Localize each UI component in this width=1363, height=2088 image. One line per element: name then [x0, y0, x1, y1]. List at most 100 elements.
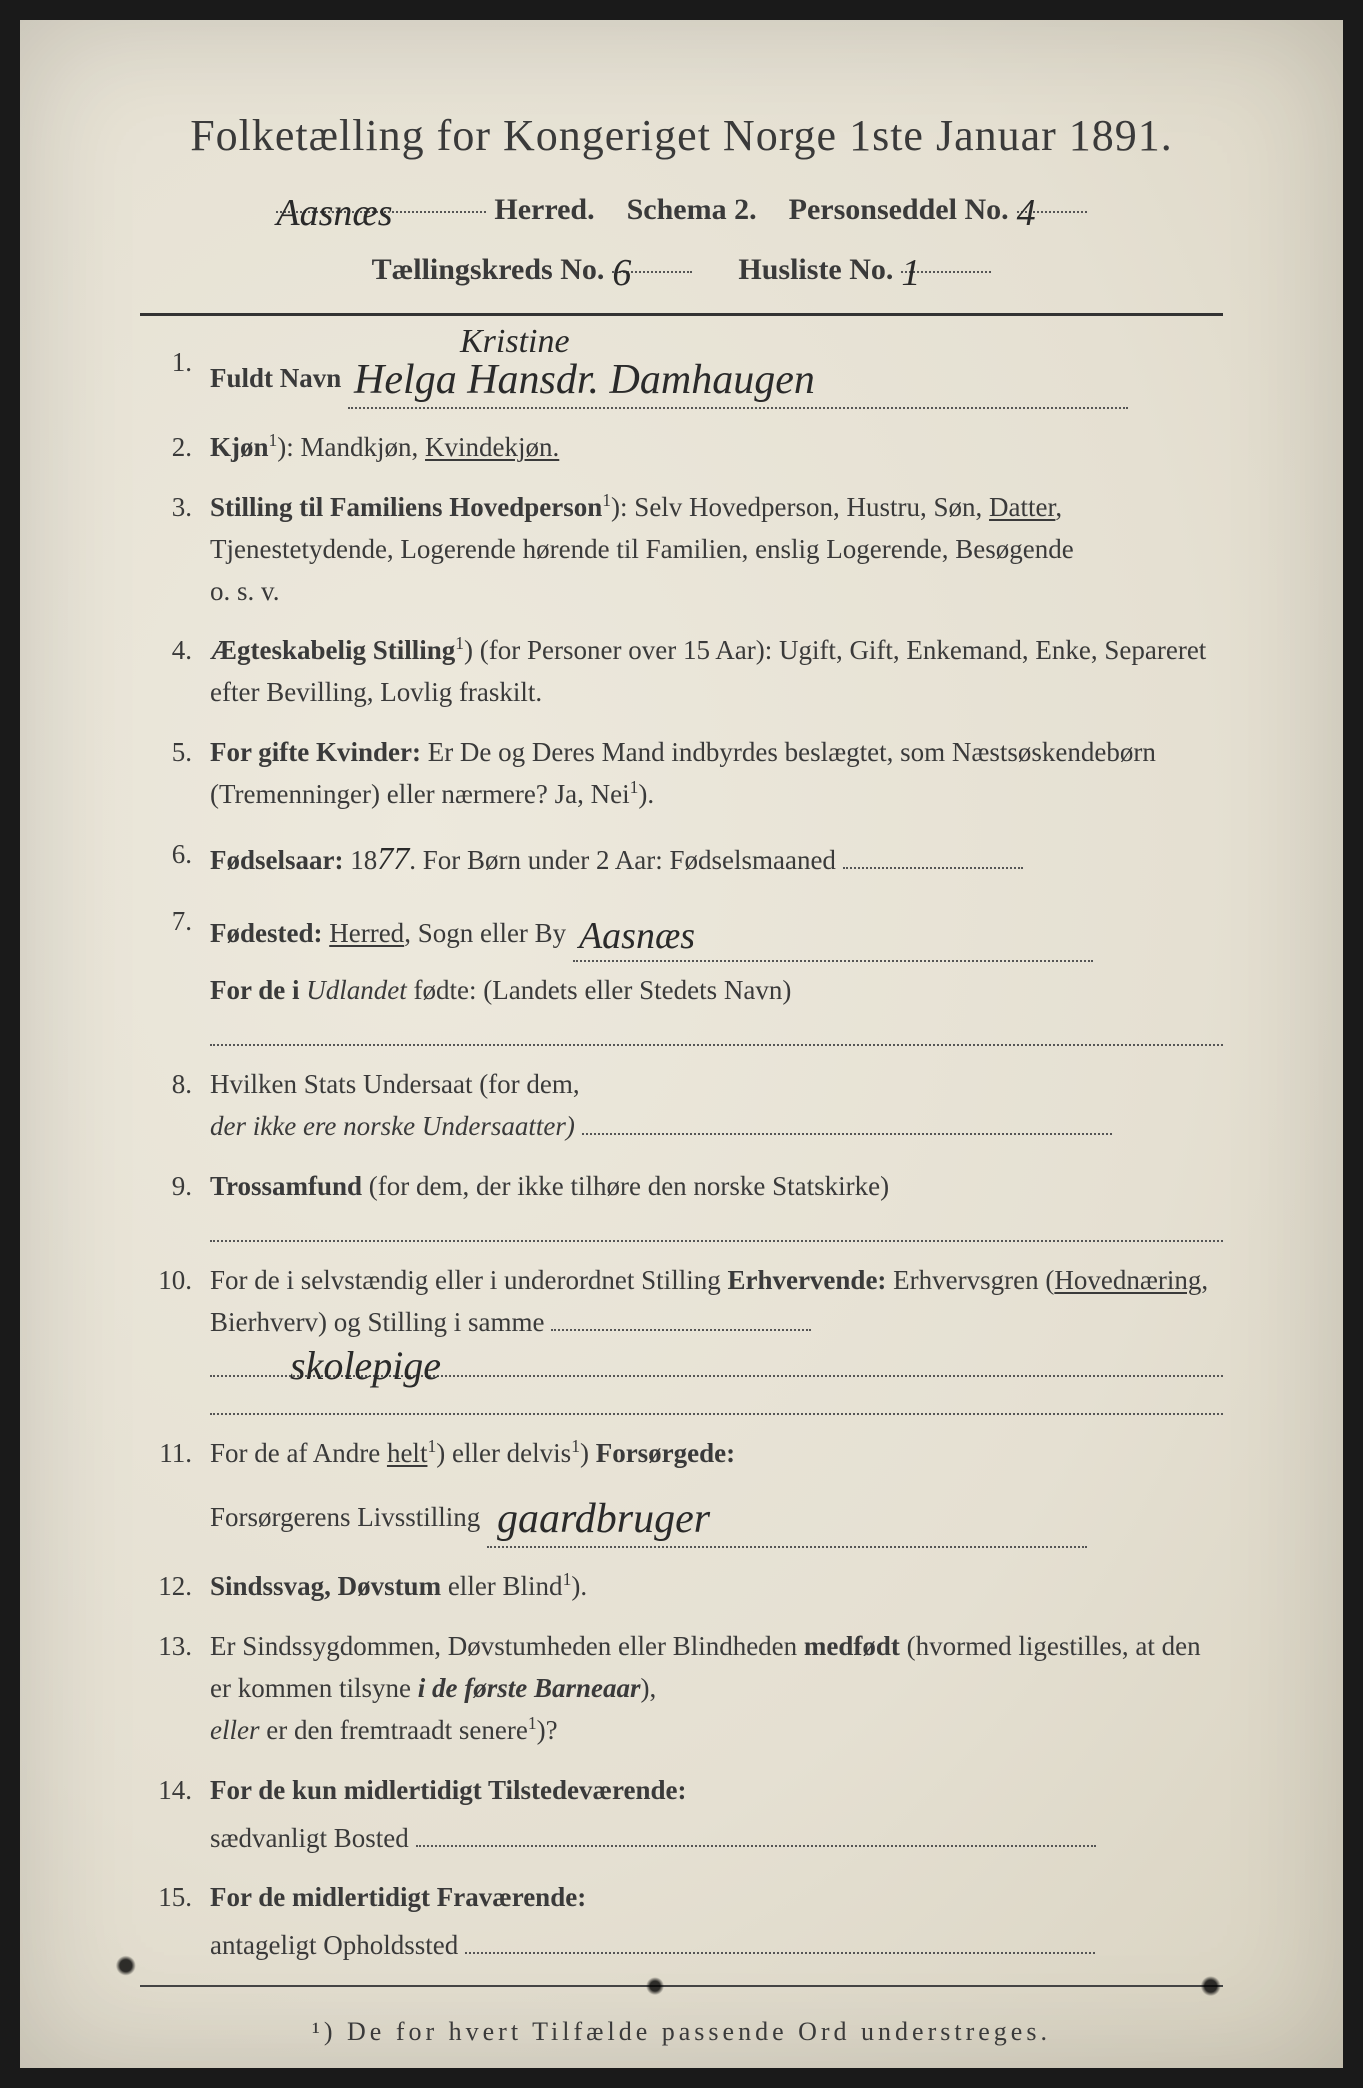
- item-13-text1: Er Sindssygdommen, Døvstumheden eller Bl…: [210, 1631, 797, 1661]
- item-7-by-field: Aasnæs: [573, 901, 1093, 962]
- item-10-line2: skolepige: [210, 1353, 1223, 1377]
- item-3-line1: Selv Hovedperson, Hustru, Søn,: [634, 492, 982, 522]
- item-8-text1: Hvilken Stats Undersaat (for dem,: [210, 1069, 580, 1099]
- item-14-label: For de kun midlertidigt Tilstedeværende:: [210, 1775, 687, 1805]
- item-13-text3: ),: [640, 1673, 656, 1703]
- item-7-blank-line: [210, 1022, 1223, 1046]
- taellingskreds-label: Tællingskreds No.: [372, 253, 605, 287]
- item-15: 15. For de midlertidigt Fraværende: anta…: [140, 1877, 1223, 1967]
- item-11-helt: helt: [387, 1438, 428, 1468]
- item-11-value: gaardbruger: [497, 1496, 710, 1542]
- husliste-label: Husliste No.: [738, 253, 893, 287]
- item-11-bold: Forsørgede:: [596, 1438, 735, 1468]
- item-13: 13. Er Sindssygdommen, Døvstumheden elle…: [140, 1626, 1223, 1752]
- item-1-field: Helga Hansdr. Damhaugen: [348, 342, 1128, 409]
- herred-field: Aasnæs: [276, 185, 486, 213]
- item-9-text: (for dem, der ikke tilhøre den norske St…: [369, 1171, 889, 1201]
- divider-bottom: [140, 1985, 1223, 1987]
- item-10-value: skolepige: [290, 1335, 441, 1397]
- item-8: 8. Hvilken Stats Undersaat (for dem, der…: [140, 1064, 1223, 1148]
- item-10: 10. For de i selvstændig eller i underor…: [140, 1260, 1223, 1416]
- item-10-text1: For de i selvstændig eller i underordnet…: [210, 1265, 721, 1295]
- item-13-italic2: eller: [210, 1715, 259, 1745]
- item-6-month-field: [843, 867, 1023, 869]
- subheader-row-2: Tællingskreds No. 6 Husliste No. 1: [140, 245, 1223, 287]
- personseddel-field: 4: [1017, 185, 1087, 213]
- item-10-hoved: Hovednæring: [1054, 1265, 1201, 1295]
- item-9: 9. Trossamfund (for dem, der ikke tilhør…: [140, 1166, 1223, 1242]
- item-11-text1: For de af Andre: [210, 1438, 380, 1468]
- subheader-row-1: Aasnæs Herred. Schema 2. Personseddel No…: [140, 185, 1223, 227]
- item-5: 5. For gifte Kvinder: Er De og Deres Man…: [140, 732, 1223, 816]
- item-13-num: 13.: [140, 1626, 210, 1668]
- item-12-num: 12.: [140, 1566, 210, 1608]
- schema-label: Schema 2.: [627, 193, 757, 227]
- item-11-num: 11.: [140, 1433, 210, 1475]
- item-7-line2-label: For de i: [210, 975, 300, 1005]
- item-6-prefix: 18: [350, 845, 377, 875]
- item-1-num: 1.: [140, 342, 210, 384]
- page-title: Folketælling for Kongeriget Norge 1ste J…: [140, 110, 1223, 161]
- item-9-label: Trossamfund: [210, 1171, 362, 1201]
- item-11-line2: Forsørgerens Livsstilling: [210, 1502, 480, 1532]
- item-7-udlandet: Udlandet: [306, 975, 407, 1005]
- item-15-line2: antageligt Opholdssted: [210, 1930, 458, 1960]
- divider-top: [140, 313, 1223, 316]
- item-4-label: Ægteskabelig Stilling: [210, 635, 455, 665]
- item-3: 3. Stilling til Familiens Hovedperson1):…: [140, 487, 1223, 613]
- item-15-label: For de midlertidigt Fraværende:: [210, 1882, 586, 1912]
- item-7-herred: Herred: [329, 918, 404, 948]
- item-10-field-a: [551, 1329, 811, 1331]
- item-14: 14. For de kun midlertidigt Tilstedevære…: [140, 1770, 1223, 1860]
- item-11-text2: eller delvis: [452, 1438, 571, 1468]
- item-7-label: Fødested:: [210, 918, 322, 948]
- item-2: 2. Kjøn1): Mandkjøn, Kvindekjøn.: [140, 427, 1223, 469]
- herred-label: Herred.: [494, 193, 594, 227]
- item-6-num: 6.: [140, 834, 210, 876]
- item-10-bold1: Erhvervende:: [727, 1265, 886, 1295]
- husliste-value: 1: [901, 252, 920, 294]
- item-4-num: 4.: [140, 630, 210, 672]
- item-7-value: Aasnæs: [579, 915, 695, 957]
- item-1-value: Helga Hansdr. Damhaugen: [354, 357, 815, 403]
- item-14-field: [416, 1845, 1096, 1847]
- personseddel-value: 4: [1017, 192, 1036, 234]
- taellingskreds-value: 6: [612, 252, 631, 294]
- item-15-field: [465, 1952, 1095, 1954]
- item-13-italic1: i de første Barneaar: [418, 1673, 641, 1703]
- item-8-field: [582, 1133, 1112, 1135]
- item-14-line2: sædvanligt Bosted: [210, 1823, 409, 1853]
- census-form-page: Folketælling for Kongeriget Norge 1ste J…: [20, 20, 1343, 2068]
- item-8-text2: der ikke ere norske Undersaatter): [210, 1111, 575, 1141]
- item-2-mandkjon: Mandkjøn,: [301, 432, 419, 462]
- item-6-label: Fødselsaar:: [210, 845, 343, 875]
- item-7-num: 7.: [140, 901, 210, 943]
- item-9-num: 9.: [140, 1166, 210, 1208]
- item-3-num: 3.: [140, 487, 210, 529]
- item-6-year: 77: [377, 840, 409, 876]
- item-1: Kristine 1. Fuldt Navn Helga Hansdr. Dam…: [140, 342, 1223, 409]
- herred-value: Aasnæs: [276, 192, 392, 234]
- item-2-num: 2.: [140, 427, 210, 469]
- item-13-bold1: medfødt: [804, 1631, 900, 1661]
- item-7-text1: , Sogn eller By: [404, 918, 566, 948]
- item-14-num: 14.: [140, 1770, 210, 1812]
- item-5-label: For gifte Kvinder:: [210, 737, 421, 767]
- item-7-line2-rest: fødte: (Landets eller Stedets Navn): [414, 975, 792, 1005]
- item-13-text4: er den fremtraadt senere: [266, 1715, 528, 1745]
- item-1-label: Fuldt Navn: [210, 363, 341, 393]
- taellingskreds-field: 6: [612, 245, 692, 273]
- item-5-num: 5.: [140, 732, 210, 774]
- item-11: 11. For de af Andre helt1) eller delvis1…: [140, 1433, 1223, 1548]
- item-7: 7. Fødested: Herred, Sogn eller By Aasnæ…: [140, 901, 1223, 1046]
- item-9-blank-line: [210, 1218, 1223, 1242]
- item-6-after: . For Børn under 2 Aar: Fødselsmaaned: [409, 845, 836, 875]
- item-12-text: eller Blind: [448, 1571, 563, 1601]
- item-15-num: 15.: [140, 1877, 210, 1919]
- item-3-datter: Datter: [989, 492, 1055, 522]
- item-2-label: Kjøn: [210, 432, 269, 462]
- item-2-kvindekjon: Kvindekjøn.: [425, 432, 559, 462]
- item-3-osv: o. s. v.: [210, 571, 1223, 613]
- personseddel-label: Personseddel No.: [789, 193, 1009, 227]
- item-11-field: gaardbruger: [487, 1481, 1087, 1548]
